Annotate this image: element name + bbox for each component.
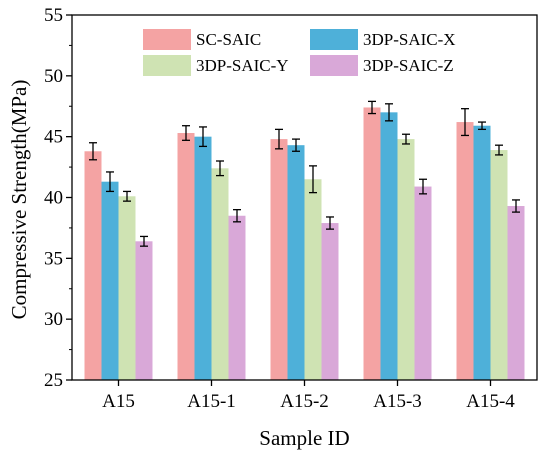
y-tick-label: 30 [44, 309, 63, 330]
y-tick-label: 50 [44, 66, 63, 87]
bar [194, 136, 212, 380]
bars-layer [84, 107, 525, 381]
x-tick-label: A15-1 [187, 391, 236, 412]
legend-swatch [143, 29, 191, 50]
bar [363, 107, 381, 380]
legend-swatch [143, 55, 191, 76]
bar [456, 122, 474, 381]
x-axis: A15 A15-1 A15-2 A15-3 A15-4 [102, 380, 515, 412]
bar [304, 179, 322, 380]
legend-label: 3DP-SAIC-Y [196, 56, 289, 75]
y-tick-label: 25 [44, 370, 63, 391]
bar [287, 145, 305, 380]
bar [507, 206, 525, 380]
bar [211, 168, 229, 380]
legend-label: SC-SAIC [196, 30, 261, 49]
bar [135, 241, 153, 380]
bar [414, 186, 432, 380]
x-tick-label: A15-2 [280, 391, 329, 412]
bar [270, 139, 288, 380]
legend: SC-SAIC 3DP-SAIC-X 3DP-SAIC-Y 3DP-SAIC-Z [143, 29, 456, 76]
legend-label: 3DP-SAIC-X [363, 30, 456, 49]
y-axis: 25 30 35 40 45 50 55 [44, 5, 72, 391]
x-tick-label: A15 [102, 391, 135, 412]
bar [84, 151, 102, 380]
bar [397, 139, 415, 380]
bar [177, 133, 195, 380]
legend-swatch [310, 55, 358, 76]
error-bars-layer [89, 100, 520, 247]
bar [101, 181, 119, 380]
y-tick-label: 35 [44, 248, 63, 269]
y-tick-label: 45 [44, 127, 63, 148]
y-tick-label: 55 [44, 5, 63, 26]
bar [380, 112, 398, 380]
bar [473, 125, 491, 380]
x-axis-title: Sample ID [259, 426, 349, 450]
y-tick-label: 40 [44, 188, 63, 209]
y-axis-title: Compressive Strength(MPa) [7, 80, 31, 320]
bar [118, 196, 136, 380]
bar [321, 223, 339, 380]
legend-label: 3DP-SAIC-Z [363, 56, 454, 75]
x-tick-label: A15-3 [373, 391, 422, 412]
bar [490, 150, 508, 380]
bar [228, 215, 246, 380]
legend-swatch [310, 29, 358, 50]
x-tick-label: A15-4 [466, 391, 515, 412]
